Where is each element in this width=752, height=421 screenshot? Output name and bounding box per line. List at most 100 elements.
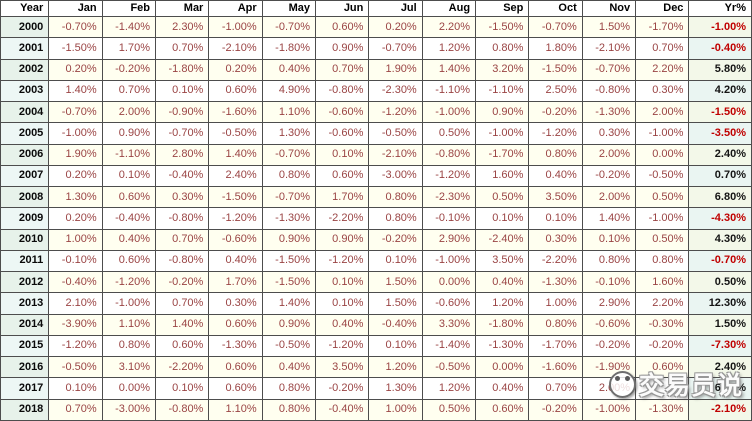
- cell-2000-aug: 2.20%: [421, 15, 477, 39]
- table-header: Year Jan Feb Mar Apr May Jun Jul Aug Sep Oct Nov Dec…: [0, 0, 752, 17]
- cell-2003-yr-total: 4.20%: [688, 79, 752, 103]
- cell-2001-jun: 0.90%: [315, 37, 370, 60]
- cell-2000-jan: -0.70%: [48, 15, 103, 39]
- cell-2010-jan: 1.00%: [48, 228, 103, 251]
- cell-2006-nov: 2.00%: [581, 143, 637, 166]
- cell-2016-jul: 1.20%: [368, 355, 423, 379]
- cell-2017-nov: 2.00%: [581, 377, 637, 400]
- cell-2018-apr: 1.10%: [208, 398, 263, 421]
- cell-2013-jan: 2.10%: [48, 292, 103, 315]
- cell-2014-sep: -1.80%: [475, 313, 530, 336]
- cell-2014-aug: 3.30%: [421, 313, 477, 336]
- cell-2015-aug: -1.40%: [421, 334, 477, 358]
- cell-2010-jul: -0.20%: [368, 228, 423, 251]
- cell-2010-oct: 0.30%: [528, 228, 583, 251]
- cell-2017-aug: 1.20%: [421, 377, 477, 400]
- cell-2005-dec: -1.00%: [635, 122, 690, 145]
- cell-2016-oct: -1.60%: [528, 355, 583, 379]
- cell-2004-sep: 0.90%: [475, 100, 530, 124]
- cell-2001-nov: -2.10%: [581, 37, 637, 60]
- cell-2015-oct: -1.70%: [528, 334, 583, 358]
- header-row: Year Jan Feb Mar Apr May Jun Jul Aug Sep Oct Nov Dec…: [0, 0, 752, 17]
- table-row-2005: 2005 -1.00% 0.90% -0.70% -0.50% 1.30% -0.60% -0…: [0, 122, 752, 145]
- cell-2011-aug: -1.00%: [421, 249, 477, 273]
- cell-2007-apr: 2.40%: [208, 164, 263, 188]
- cell-2004-mar: -0.90%: [154, 100, 210, 124]
- cell-2006-jul: -2.10%: [368, 143, 423, 166]
- cell-2001-may: -1.80%: [261, 37, 317, 60]
- cell-2015-sep: -1.30%: [475, 334, 530, 358]
- cell-2011-oct: -2.20%: [528, 249, 583, 273]
- cell-2012-oct: -1.30%: [528, 270, 583, 294]
- cell-2003-mar: 0.10%: [154, 79, 210, 103]
- cell-2012-feb: -1.20%: [101, 270, 157, 294]
- column-header-oct: Oct: [528, 0, 583, 17]
- cell-2012-jul: 1.50%: [368, 270, 423, 294]
- cell-2005-may: 1.30%: [261, 122, 317, 145]
- cell-2009-jun: -2.20%: [315, 207, 370, 230]
- column-header-jul: Jul: [368, 0, 423, 17]
- cell-2000-may: -0.70%: [261, 15, 317, 39]
- cell-2010-jun: 0.90%: [315, 228, 370, 251]
- cell-2009-sep: 0.10%: [475, 207, 530, 230]
- cell-2014-jul: -0.40%: [368, 313, 423, 336]
- cell-2002-nov: -0.70%: [581, 58, 637, 81]
- cell-2017-may: 0.80%: [261, 377, 317, 400]
- column-header-feb: Feb: [101, 0, 157, 17]
- row-header-2001: 2001: [0, 37, 50, 60]
- cell-2010-sep: -2.40%: [475, 228, 530, 251]
- cell-2018-feb: -3.00%: [101, 398, 157, 421]
- cell-2010-aug: 2.90%: [421, 228, 477, 251]
- cell-2015-dec: -0.20%: [635, 334, 690, 358]
- cell-2003-feb: 0.70%: [101, 79, 157, 103]
- cell-2007-feb: 0.10%: [101, 164, 157, 188]
- cell-2008-may: -0.70%: [261, 185, 317, 209]
- cell-2003-aug: -1.10%: [421, 79, 477, 103]
- cell-2017-dec: [635, 377, 690, 400]
- cell-2006-jan: 1.90%: [48, 143, 103, 166]
- cell-2001-sep: 0.80%: [475, 37, 530, 60]
- cell-2005-apr: -0.50%: [208, 122, 263, 145]
- cell-2014-may: 0.90%: [261, 313, 317, 336]
- cell-2013-dec: 2.20%: [635, 292, 690, 315]
- cell-2012-yr-total: 0.50%: [688, 270, 752, 294]
- cell-2008-yr-total: 6.80%: [688, 185, 752, 209]
- cell-2002-jun: 0.70%: [315, 58, 370, 81]
- cell-2014-jan: -3.90%: [48, 313, 103, 336]
- cell-2009-aug: -0.10%: [421, 207, 477, 230]
- cell-2009-jul: 0.80%: [368, 207, 423, 230]
- cell-2011-feb: 0.60%: [101, 249, 157, 273]
- cell-2008-aug: -2.30%: [421, 185, 477, 209]
- cell-2007-dec: -0.50%: [635, 164, 690, 188]
- cell-2016-aug: -0.50%: [421, 355, 477, 379]
- cell-2012-may: -1.50%: [261, 270, 317, 294]
- cell-2018-nov: -1.00%: [581, 398, 637, 421]
- cell-2000-feb: -1.40%: [101, 15, 157, 39]
- cell-2001-aug: 1.20%: [421, 37, 477, 60]
- cell-2015-yr-total: -7.30%: [688, 334, 752, 358]
- cell-2016-yr-total: 2.40%: [688, 355, 752, 379]
- cell-2014-feb: 1.10%: [101, 313, 157, 336]
- cell-2015-nov: -0.20%: [581, 334, 637, 358]
- cell-2004-jan: -0.70%: [48, 100, 103, 124]
- table-row-2007: 2007 0.20% 0.10% -0.40% 2.40% 0.80% 0.60% -3.00…: [0, 164, 752, 188]
- cell-2018-oct: -0.20%: [528, 398, 583, 421]
- cell-2004-apr: -1.60%: [208, 100, 263, 124]
- cell-2011-dec: 0.80%: [635, 249, 690, 273]
- cell-2014-mar: 1.40%: [154, 313, 210, 336]
- column-header-sep: Sep: [475, 0, 530, 17]
- cell-2009-mar: -0.80%: [154, 207, 210, 230]
- table-body: 2000 -0.70% -1.40% 2.30% -1.00% -0.70% 0.60% 0.…: [0, 15, 752, 421]
- cell-2008-feb: 0.60%: [101, 185, 157, 209]
- cell-2003-apr: 0.60%: [208, 79, 263, 103]
- table-row-2013: 2013 2.10% -1.00% 0.70% 0.30% 1.40% 0.10% 1.50%…: [0, 292, 752, 315]
- cell-2016-jan: -0.50%: [48, 355, 103, 379]
- row-header-2007: 2007: [0, 164, 50, 188]
- cell-2018-jun: -0.40%: [315, 398, 370, 421]
- cell-2003-jan: 1.40%: [48, 79, 103, 103]
- cell-2005-oct: -1.20%: [528, 122, 583, 145]
- column-header-aug: Aug: [421, 0, 477, 17]
- cell-2010-feb: 0.40%: [101, 228, 157, 251]
- cell-2004-may: 1.10%: [261, 100, 317, 124]
